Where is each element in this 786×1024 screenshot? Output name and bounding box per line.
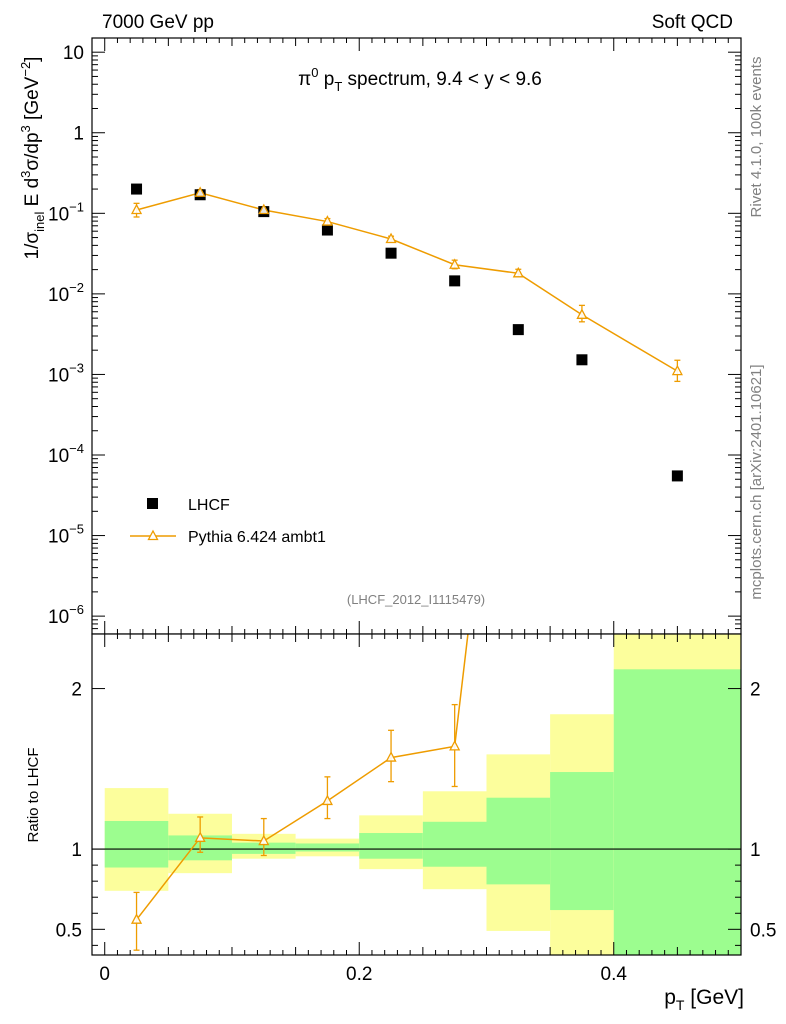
ratio-y-tick-label-right: 0.5 — [750, 920, 776, 941]
ylabel-inel: inel — [32, 212, 47, 232]
y-tick-exponent: −1 — [69, 199, 84, 214]
data-point — [671, 470, 683, 482]
ylabel-e: ] — [22, 57, 43, 62]
xlabel-p: p — [664, 986, 676, 1009]
y-tick-mantissa: 10 — [48, 204, 69, 225]
legend: LHCF Pythia 6.424 ambt1 — [130, 497, 326, 546]
ratio-mc-point — [258, 834, 270, 846]
title-sup: 0 — [311, 65, 318, 80]
ratio-y-tick-label: 0.5 — [56, 920, 82, 941]
ratio-y-tick-label-right: 2 — [750, 680, 761, 701]
ratio-data-layer — [130, 634, 469, 951]
y-tick-label: 10−3 — [48, 360, 84, 386]
y-axis-label: 1/σinel E d3σ/dp3 [GeV−2] — [18, 57, 47, 260]
main-plot-background — [92, 38, 741, 634]
ratio-y-tick-label: 1 — [71, 840, 82, 861]
y-tick-label: 1 — [73, 124, 84, 145]
xlabel-unit: [GeV] — [684, 986, 744, 1009]
y-tick-mantissa: 10 — [48, 607, 69, 628]
y-tick-label: 10−1 — [48, 199, 84, 225]
title-sub: T — [334, 79, 342, 94]
data-point — [576, 354, 588, 366]
legend-mc-marker — [147, 529, 159, 541]
title-rest: spectrum, 9.4 < y < 9.6 — [342, 69, 542, 90]
y-tick-exponent: −6 — [69, 602, 84, 617]
y-tick-label: 10 — [63, 43, 84, 64]
mc-point — [385, 232, 397, 244]
header-category-label: Soft QCD — [652, 12, 733, 33]
x-axis-label: pT [GeV] — [664, 986, 744, 1013]
title-p: p — [318, 69, 334, 90]
data-point — [131, 183, 143, 195]
y-tick-mantissa: 10 — [48, 446, 69, 467]
main-plot-area — [92, 38, 741, 634]
green-band — [550, 772, 614, 911]
mc-point — [671, 364, 683, 376]
y-tick-exponent: −2 — [69, 280, 84, 295]
y-tick-mantissa: 10 — [48, 285, 69, 306]
y-tick-exponent: −3 — [69, 360, 84, 375]
mc-point — [194, 186, 206, 197]
y-tick-mantissa: 10 — [48, 527, 69, 548]
ylabel-a: 1/σ — [22, 232, 43, 260]
green-band — [359, 833, 423, 859]
data-point — [321, 224, 333, 236]
rivet-version-label: Rivet 4.1.0, 100k events — [748, 57, 765, 218]
ylabel-sup3a: 3 — [18, 171, 33, 178]
ylabel-b: E d — [22, 178, 43, 212]
ylabel-d: [GeV — [22, 76, 43, 125]
title-pi: π — [298, 69, 311, 90]
mcplots-label: mcplots.cern.ch [arXiv:2401.10621] — [748, 364, 765, 599]
plot-title: π0 pT spectrum, 9.4 < y < 9.6 — [298, 65, 542, 94]
ratio-y-tick-label: 2 — [71, 680, 82, 701]
green-band — [422, 821, 487, 867]
ratio-mc-point — [449, 739, 461, 751]
mc-point — [130, 203, 143, 215]
legend-mc-label: Pythia 6.424 ambt1 — [188, 529, 326, 546]
ylabel-sup3b: 3 — [18, 125, 33, 132]
y-tick-mantissa: 10 — [48, 365, 69, 386]
y-tick-label: 10−4 — [48, 441, 84, 467]
mc-point — [449, 258, 461, 269]
mc-point — [576, 308, 588, 319]
y-tick-label: 10−5 — [48, 522, 84, 548]
ratio-axes: 0.5 0.5 1 1 2 2 0 0.2 0.4 — [56, 633, 776, 985]
ratio-mc-point — [194, 831, 206, 842]
x-tick-label: 0.2 — [346, 964, 372, 985]
main-data-layer — [130, 183, 683, 482]
ratio-frame — [91, 633, 742, 956]
mc-point — [321, 215, 334, 226]
ylabel-c: σ/dp — [22, 132, 43, 170]
legend-data-label: LHCF — [188, 497, 230, 514]
green-band — [295, 843, 360, 852]
data-point — [512, 324, 524, 336]
green-band — [104, 820, 169, 868]
y-tick-exponent: −5 — [69, 522, 84, 537]
x-tick-label: 0.4 — [601, 964, 628, 985]
xlabel-sub: T — [676, 997, 685, 1013]
green-band — [613, 669, 741, 955]
data-point — [449, 275, 461, 287]
ratio-y-axis-label: Ratio to LHCF — [25, 747, 42, 842]
y-tick-label: 10−2 — [48, 280, 84, 306]
ratio-mc-point — [130, 913, 143, 924]
mc-point — [258, 203, 270, 215]
ratio-mc-point — [321, 794, 334, 806]
mc-point — [512, 266, 524, 278]
ratio-y-tick-label-right: 1 — [750, 840, 761, 861]
green-band — [486, 797, 551, 885]
data-point — [385, 247, 397, 259]
ratio-mc-point — [385, 751, 397, 762]
ylabel-sup-m2: −2 — [18, 62, 33, 77]
analysis-id: (LHCF_2012_I1115479) — [347, 592, 485, 607]
x-tick-label: 0 — [99, 964, 110, 985]
header-beam-label: 7000 GeV pp — [102, 12, 214, 33]
y-tick-label: 10−6 — [48, 602, 84, 628]
ratio-mc-group — [130, 634, 469, 951]
ratio-uncertainty-bands — [92, 634, 741, 955]
legend-data-marker — [147, 498, 158, 509]
y-tick-exponent: −4 — [69, 441, 84, 456]
